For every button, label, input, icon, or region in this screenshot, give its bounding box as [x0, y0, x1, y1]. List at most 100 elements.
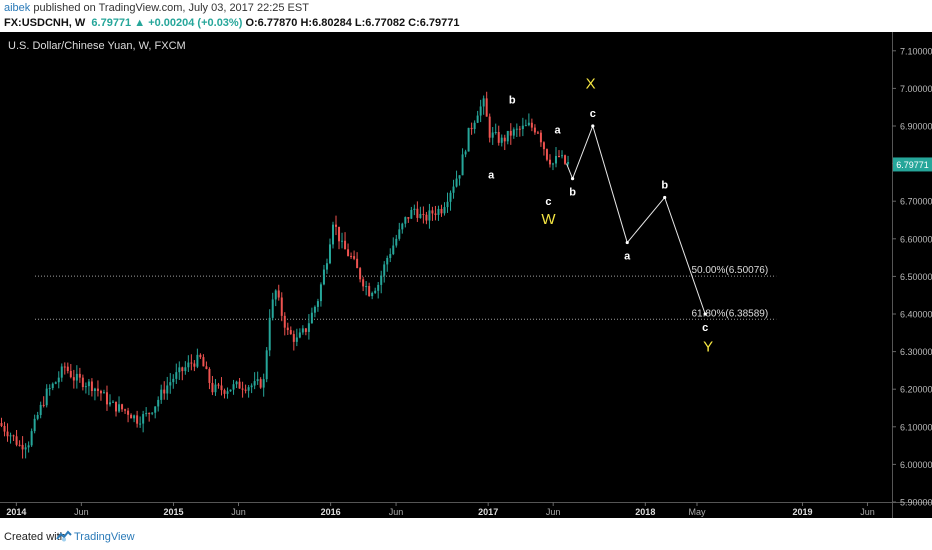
candle-body [93, 388, 96, 392]
candle-body [440, 208, 443, 214]
candle-body [81, 377, 84, 388]
candle-body [374, 290, 377, 293]
y-tick-label: 6.30000 [900, 347, 932, 357]
candle-body [564, 155, 567, 164]
candle-body [87, 381, 90, 387]
wave-label: c [590, 108, 596, 120]
candle-body [283, 315, 286, 328]
candle-body [488, 116, 491, 138]
candle-body [458, 175, 461, 179]
candle-body [274, 290, 277, 300]
candle-body [554, 156, 557, 164]
candle-body [509, 130, 512, 136]
candle-body [359, 268, 362, 280]
candle-body [187, 362, 190, 368]
candle-body [36, 414, 39, 419]
candle-body [295, 337, 298, 342]
last-price-label: 6.79771 [896, 160, 929, 170]
candle-body [464, 151, 467, 155]
candle-body [151, 412, 154, 414]
candle-body [148, 413, 151, 415]
author-link[interactable]: aibek [4, 2, 31, 14]
candle-body [313, 306, 316, 313]
candle-body [157, 399, 160, 407]
candle-body [105, 392, 108, 405]
tradingview-brand-link[interactable]: TradingView [74, 531, 135, 543]
candle-body [452, 186, 455, 193]
candle-body [211, 382, 214, 393]
candle-body [253, 381, 256, 386]
candle-body [27, 445, 30, 448]
candle-body [241, 388, 244, 390]
candle-body [443, 207, 446, 214]
candle-body [371, 292, 374, 297]
candle-body [356, 258, 359, 269]
candle-body [551, 163, 554, 165]
candle-body [217, 384, 220, 386]
candle-body [142, 414, 145, 424]
candle-body [178, 367, 181, 373]
wave-degree-label: W [541, 211, 556, 228]
candle-body [24, 447, 27, 450]
candle-body [190, 362, 193, 364]
candle-body [12, 435, 15, 437]
wave-point [570, 177, 575, 181]
candle-body [341, 240, 344, 242]
candle-body [244, 389, 247, 391]
candle-body [558, 156, 561, 158]
candle-body [395, 238, 398, 246]
candle-body [301, 328, 304, 333]
candle-body [536, 132, 539, 134]
candle-body [51, 383, 54, 389]
candle-body [545, 149, 548, 160]
candle-body [72, 377, 75, 381]
x-tick-label: 2016 [321, 507, 341, 517]
candle-body [184, 367, 187, 372]
candle-body [196, 354, 199, 367]
candle-body [446, 201, 449, 208]
candle-body [15, 436, 18, 445]
wave-degree-label: X [586, 75, 596, 92]
candle-body [118, 404, 121, 412]
wave-label: a [554, 125, 561, 137]
candle-body [136, 415, 139, 424]
candle-body [121, 404, 124, 410]
candle-body [377, 284, 380, 291]
candle-body [63, 366, 66, 368]
candle-body [229, 389, 232, 392]
chart-pane[interactable]: U.S. Dollar/Chinese Yuan, W, FXCM 7.10000… [0, 32, 932, 518]
candle-body [497, 131, 500, 143]
candle-body [115, 401, 118, 412]
candle-body [401, 223, 404, 230]
price-chart[interactable]: U.S. Dollar/Chinese Yuan, W, FXCM 7.10000… [0, 32, 932, 518]
candle-body [139, 423, 142, 425]
candle-body [289, 330, 292, 335]
candle-body [3, 425, 6, 432]
candle-body [407, 217, 410, 219]
candle-body [169, 382, 172, 386]
x-tick-label: Jun [546, 507, 561, 517]
candle-body [18, 444, 21, 446]
wave-label: c [702, 322, 708, 334]
candle-body [33, 418, 36, 432]
last-price-label: 6.79771 [91, 17, 132, 29]
candle-body [548, 159, 551, 165]
x-tick-label: Jun [74, 507, 89, 517]
y-tick-label: 6.40000 [900, 310, 932, 320]
candle-body [473, 122, 476, 130]
candle-body [561, 155, 564, 157]
candle-body [434, 213, 437, 215]
candle-body [404, 217, 407, 224]
candle-body [304, 328, 307, 332]
y-tick-label: 7.00000 [900, 84, 932, 94]
x-tick-label: Jun [231, 507, 246, 517]
wave-point [703, 312, 707, 316]
candle-body [259, 379, 262, 388]
candle-body [347, 249, 350, 256]
candle-body [250, 385, 253, 388]
x-tick-label: 2015 [163, 507, 183, 517]
candle-body [181, 367, 184, 372]
candle-body [166, 385, 169, 394]
triangle-up-icon: ▲ [134, 17, 146, 29]
x-tick-label: 2014 [6, 507, 26, 517]
